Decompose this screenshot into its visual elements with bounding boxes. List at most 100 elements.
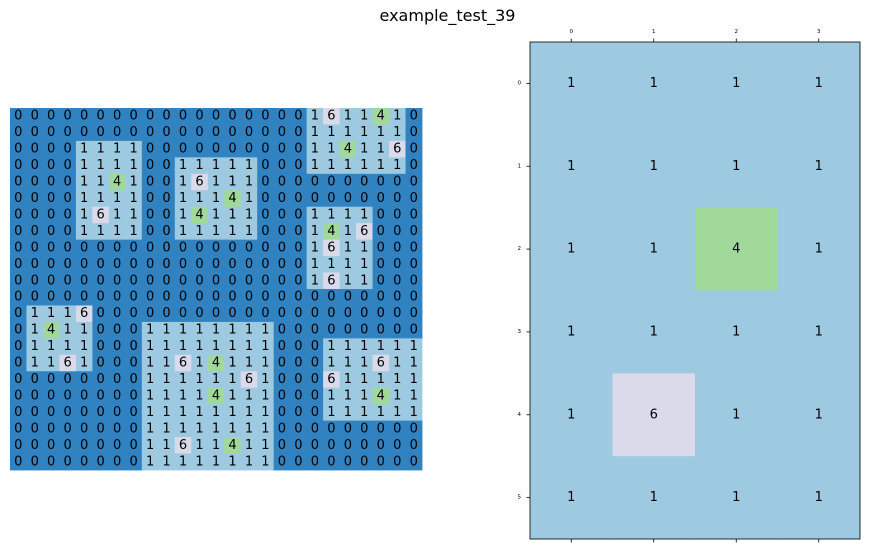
cell-value-label: 0 (80, 372, 88, 387)
heatmap-cell (356, 289, 373, 306)
heatmap-cell (224, 420, 242, 438)
heatmap-cell (323, 354, 340, 372)
heatmap-cell (158, 140, 176, 158)
heatmap-cell (389, 157, 406, 175)
heatmap-cell (372, 272, 390, 290)
cell-value-label: 0 (261, 142, 269, 157)
heatmap-cell (59, 420, 77, 438)
cell-value-label: 0 (96, 290, 104, 305)
cell-value-label: 0 (31, 207, 39, 222)
heatmap-cell (191, 157, 209, 175)
heatmap-cell (26, 387, 44, 405)
heatmap-cell (339, 206, 357, 224)
cell-value-label: 0 (410, 224, 418, 239)
cell-value-label: 1 (245, 438, 253, 453)
cell-value-label: 0 (228, 306, 236, 321)
heatmap-cell (240, 321, 258, 339)
heatmap-cell (405, 206, 423, 224)
heatmap-cell (158, 223, 176, 241)
heatmap-cell (92, 157, 110, 175)
cell-value-label: 0 (146, 224, 154, 239)
cell-value-label: 0 (31, 191, 39, 206)
heatmap-cell (240, 437, 258, 454)
heatmap-cell (273, 338, 291, 356)
heatmap-cell (141, 223, 159, 241)
heatmap-cell (42, 371, 60, 389)
cell-value-label: 0 (14, 191, 22, 206)
cell-value-label: 0 (179, 240, 187, 255)
heatmap-cell (125, 157, 143, 175)
heatmap-cell (158, 321, 176, 339)
heatmap-cell (356, 354, 373, 372)
cell-value-label: 0 (162, 142, 170, 157)
cell-value-label: 0 (245, 109, 253, 124)
cell-value-label: 1 (228, 356, 236, 371)
cell-value-label: 0 (162, 175, 170, 190)
cell-value-label: 0 (64, 207, 72, 222)
cell-value-label: 0 (179, 257, 187, 272)
cell-value-label: 1 (410, 372, 418, 387)
cell-value-label: 1 (195, 388, 203, 403)
heatmap-cell (141, 371, 159, 389)
heatmap-cell (257, 173, 275, 191)
cell-value-label: 0 (393, 207, 401, 222)
heatmap-cell (75, 108, 93, 125)
cell-value-label: 1 (146, 454, 154, 469)
heatmap-cell (290, 387, 308, 405)
cell-value-label: 0 (129, 306, 137, 321)
heatmap-cell (191, 272, 209, 290)
cell-value-label: 1 (212, 175, 220, 190)
heatmap-cell (405, 190, 423, 208)
cell-value-label: 0 (245, 257, 253, 272)
heatmap-cell (339, 404, 357, 422)
cell-value-label: 1 (360, 273, 368, 288)
heatmap-cell (323, 256, 340, 273)
cell-value-label: 0 (377, 306, 385, 321)
cell-value-label: 0 (261, 158, 269, 173)
cell-value-label: 1 (815, 407, 823, 422)
heatmap-cell (372, 404, 390, 422)
heatmap-cell (290, 272, 308, 290)
heatmap-cell (389, 354, 406, 372)
cell-value-label: 0 (96, 125, 104, 140)
cell-value-label: 6 (650, 407, 658, 422)
cell-value-label: 1 (360, 405, 368, 420)
heatmap-cell (612, 124, 696, 209)
heatmap-cell (59, 157, 77, 175)
cell-value-label: 1 (344, 273, 352, 288)
heatmap-cell (224, 124, 242, 142)
heatmap-cell (389, 289, 406, 306)
heatmap-cell (224, 173, 242, 191)
cell-value-label: 0 (80, 388, 88, 403)
heatmap-cell (339, 173, 357, 191)
heatmap-cell (26, 371, 44, 389)
cell-value-label: 0 (377, 191, 385, 206)
heatmap-cell (191, 453, 209, 471)
heatmap-cell (356, 453, 373, 471)
cell-value-label: 0 (64, 405, 72, 420)
cell-value-label: 1 (327, 125, 335, 140)
cell-value-label: 1 (815, 76, 823, 91)
cell-value-label: 0 (311, 372, 319, 387)
heatmap-cell (42, 124, 60, 142)
heatmap-cell (26, 206, 44, 224)
cell-value-label: 0 (47, 175, 55, 190)
cell-value-label: 0 (212, 273, 220, 288)
cell-value-label: 0 (31, 224, 39, 239)
heatmap-cell (224, 223, 242, 241)
heatmap-cell (695, 42, 778, 126)
heatmap-cell (141, 387, 159, 405)
cell-value-label: 0 (179, 142, 187, 157)
heatmap-cell (26, 354, 44, 372)
heatmap-cell (108, 239, 126, 257)
heatmap-cell (42, 157, 60, 175)
heatmap-cell (224, 321, 242, 339)
heatmap-cell (92, 437, 110, 454)
heatmap-cell (273, 256, 291, 273)
heatmap-cell (306, 387, 324, 405)
heatmap-cell (10, 437, 27, 454)
heatmap-cell (108, 453, 126, 471)
cell-value-label: 0 (14, 372, 22, 387)
heatmap-cell (158, 272, 176, 290)
heatmap-cell (224, 140, 242, 158)
